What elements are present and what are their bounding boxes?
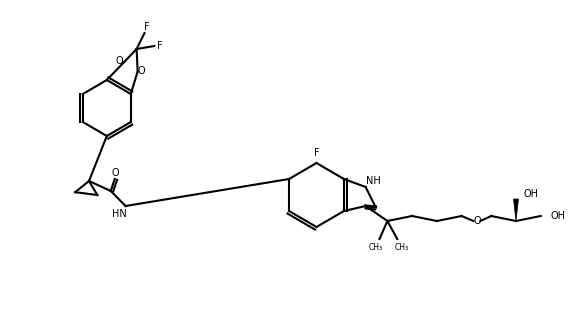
Text: O: O (138, 65, 145, 75)
Polygon shape (513, 199, 519, 221)
Text: HN: HN (112, 209, 127, 219)
Text: O: O (116, 56, 124, 66)
Text: O: O (474, 216, 481, 226)
Text: F: F (144, 22, 149, 32)
Text: F: F (314, 148, 319, 158)
Text: CH₃: CH₃ (394, 242, 408, 251)
Text: F: F (157, 41, 162, 51)
Text: OH: OH (550, 211, 566, 221)
Text: CH₃: CH₃ (369, 242, 383, 251)
Text: NH: NH (366, 176, 381, 186)
Text: O: O (112, 168, 119, 178)
Text: OH: OH (524, 189, 539, 199)
